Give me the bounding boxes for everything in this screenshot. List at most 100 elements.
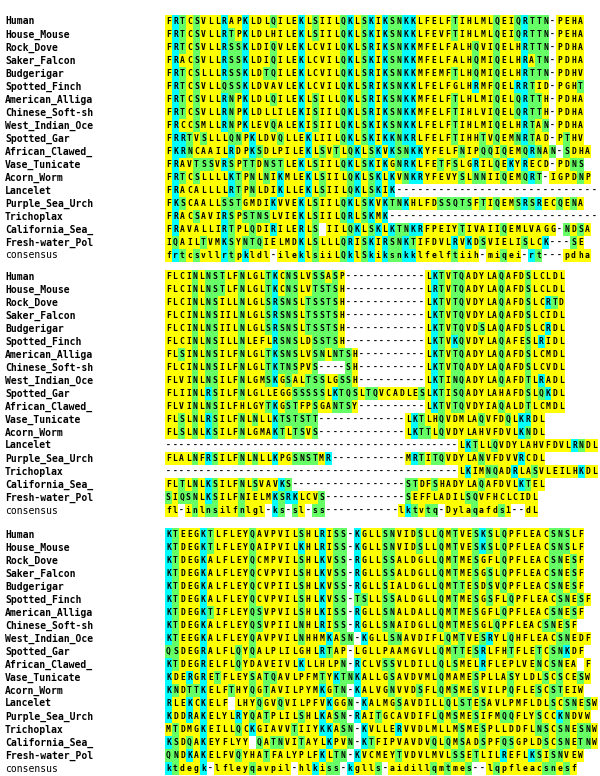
- Text: L: L: [229, 608, 234, 617]
- Bar: [405, 452, 412, 465]
- Bar: [466, 593, 472, 606]
- Text: V: V: [578, 712, 583, 721]
- Text: S: S: [543, 673, 548, 682]
- Bar: [430, 106, 437, 119]
- Bar: [518, 426, 525, 439]
- Bar: [511, 374, 518, 387]
- Text: N: N: [543, 121, 548, 130]
- Text: G: G: [368, 634, 373, 643]
- Bar: [228, 93, 235, 106]
- Text: K: K: [201, 751, 206, 760]
- Text: L: L: [285, 43, 290, 52]
- Bar: [521, 593, 528, 606]
- Bar: [249, 54, 256, 67]
- Text: R: R: [501, 751, 506, 760]
- Text: -: -: [346, 506, 350, 515]
- Bar: [186, 80, 193, 93]
- Bar: [165, 171, 172, 184]
- Text: C: C: [543, 556, 548, 565]
- Text: S: S: [271, 160, 275, 169]
- Text: -: -: [373, 428, 377, 437]
- Text: T: T: [250, 160, 255, 169]
- Text: S: S: [299, 415, 304, 424]
- Bar: [472, 374, 478, 387]
- Text: E: E: [564, 30, 569, 39]
- Bar: [466, 158, 472, 171]
- Bar: [221, 223, 228, 236]
- Bar: [486, 632, 493, 645]
- Text: D: D: [257, 225, 262, 234]
- Text: S: S: [383, 660, 388, 669]
- Text: Q: Q: [494, 108, 499, 117]
- Bar: [193, 223, 200, 236]
- Text: F: F: [424, 108, 430, 117]
- Text: V: V: [494, 582, 499, 591]
- Bar: [374, 593, 382, 606]
- Text: E: E: [466, 686, 471, 695]
- Text: K: K: [272, 402, 277, 411]
- Bar: [263, 171, 270, 184]
- Bar: [416, 632, 424, 645]
- Text: s: s: [389, 251, 394, 260]
- Text: A: A: [257, 673, 262, 682]
- Bar: [277, 171, 284, 184]
- Bar: [437, 80, 445, 93]
- Text: F: F: [233, 350, 238, 359]
- Bar: [200, 54, 207, 67]
- Text: -: -: [199, 467, 204, 476]
- Bar: [478, 387, 485, 400]
- Bar: [424, 593, 430, 606]
- Text: Y: Y: [479, 311, 484, 320]
- Text: K: K: [389, 225, 394, 234]
- Bar: [193, 106, 200, 119]
- Text: F: F: [166, 30, 171, 39]
- Bar: [382, 15, 388, 28]
- Text: E: E: [236, 543, 241, 552]
- Bar: [458, 93, 466, 106]
- Text: -: -: [578, 186, 583, 195]
- Text: N: N: [585, 738, 590, 747]
- Bar: [409, 171, 416, 184]
- Text: K: K: [433, 376, 437, 385]
- Bar: [431, 335, 438, 348]
- Bar: [416, 658, 424, 671]
- Bar: [430, 619, 437, 632]
- Bar: [285, 361, 292, 374]
- Text: D: D: [410, 569, 415, 578]
- Bar: [318, 296, 325, 309]
- Bar: [430, 171, 437, 184]
- Bar: [305, 171, 311, 184]
- Bar: [498, 348, 505, 361]
- Bar: [388, 632, 395, 645]
- Bar: [332, 283, 338, 296]
- Bar: [284, 41, 291, 54]
- Text: L: L: [208, 173, 213, 182]
- Text: Q: Q: [494, 17, 499, 26]
- Bar: [249, 93, 256, 106]
- Text: -: -: [373, 272, 377, 281]
- Bar: [521, 541, 528, 554]
- Text: I: I: [285, 686, 290, 695]
- Bar: [424, 106, 430, 119]
- Text: T: T: [334, 686, 338, 695]
- Bar: [416, 710, 424, 723]
- Text: C: C: [550, 595, 555, 604]
- Bar: [465, 504, 472, 517]
- Text: D: D: [257, 69, 262, 78]
- Bar: [472, 645, 479, 658]
- Bar: [214, 119, 221, 132]
- Text: T: T: [180, 173, 185, 182]
- Bar: [200, 554, 207, 567]
- Bar: [563, 171, 570, 184]
- Text: -: -: [392, 376, 397, 385]
- Bar: [225, 478, 232, 491]
- Bar: [445, 541, 451, 554]
- Text: M: M: [460, 660, 464, 669]
- Text: K: K: [299, 17, 304, 26]
- Text: N: N: [543, 69, 548, 78]
- Text: Purple_Sea_Urch: Purple_Sea_Urch: [5, 453, 93, 463]
- Bar: [221, 54, 228, 67]
- Bar: [458, 145, 466, 158]
- Text: I: I: [545, 337, 550, 346]
- Bar: [277, 54, 284, 67]
